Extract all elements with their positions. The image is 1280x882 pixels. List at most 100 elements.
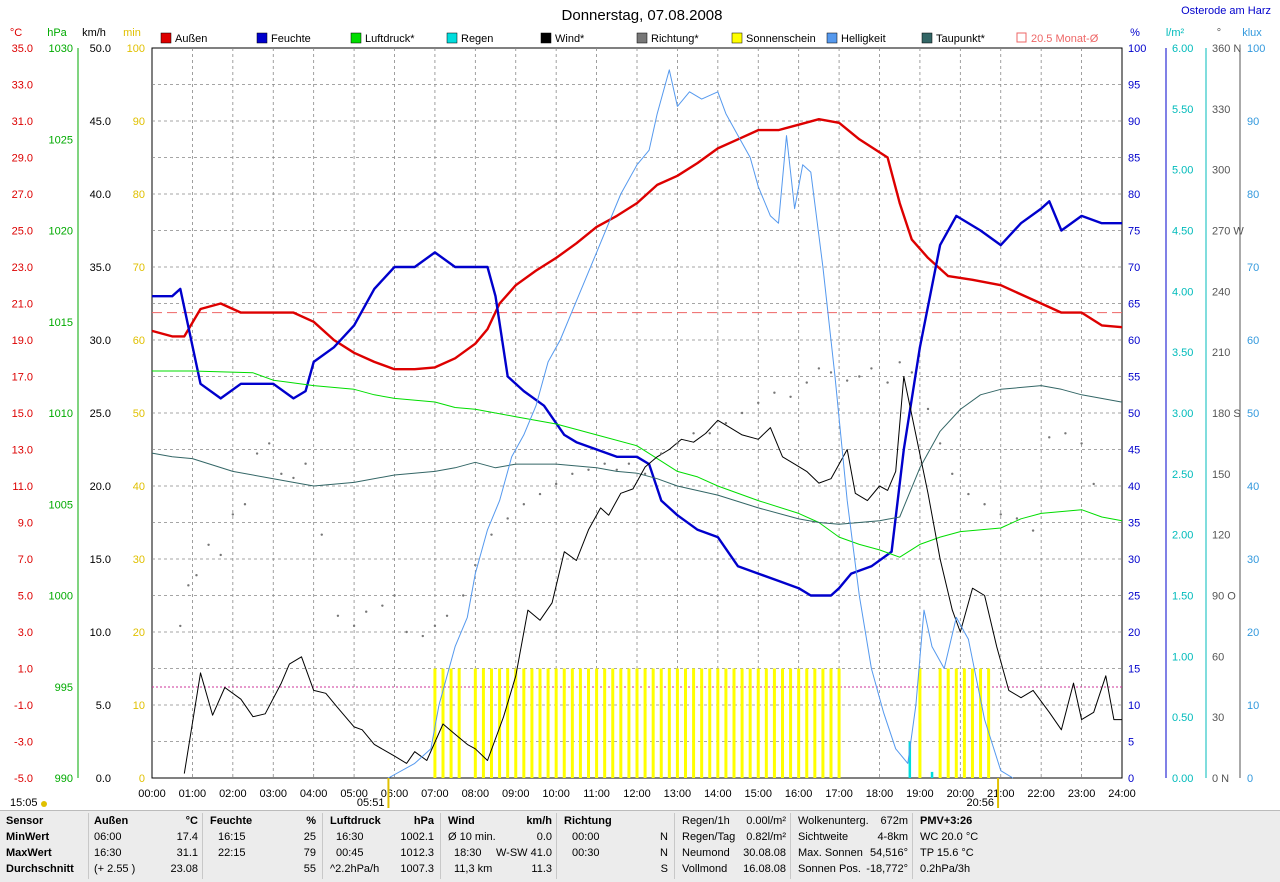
stats-pmv-column: PMV+3:26 WC 20.0 °C TP 15.6 °C 0.2hPa/3h (916, 813, 1016, 879)
stats-aussen-avg-note: (+ 2.55 ) (94, 863, 136, 875)
stats-aussen-unit: °C (185, 815, 198, 827)
y-tick-label: 60 (1212, 651, 1224, 663)
x-tick-label: 05:00 (340, 788, 368, 800)
point-mark (829, 371, 833, 374)
y-tick-label: 20.0 (90, 481, 111, 493)
y-tick-label: 30 (1128, 554, 1140, 566)
stats-wind-max-time: 18:30 (454, 847, 482, 859)
y-axis-unit: hPa (47, 27, 67, 39)
legend-swatch (350, 32, 362, 44)
point-mark (817, 367, 821, 370)
stats-luftdruck-title: Luftdruck (330, 815, 381, 827)
y-tick-label: 70 (1247, 262, 1259, 274)
x-tick-label: 03:00 (259, 788, 287, 800)
point-mark (571, 472, 574, 476)
point-mark (999, 513, 1002, 516)
stats-aussen-max-time: 16:30 (94, 847, 122, 859)
stats-wolken-label: Wolkenunterg. (798, 815, 869, 827)
y-tick-label: 10 (133, 700, 145, 712)
y-axis-unit: % (1130, 27, 1140, 39)
bar-mark (970, 668, 974, 778)
y-tick-label: 17.0 (12, 372, 33, 384)
point-mark (336, 614, 340, 617)
y-tick-label: 80 (1128, 189, 1140, 201)
bar-mark (433, 668, 437, 778)
stats-sonnenpos-label: Sonnen Pos. (798, 863, 861, 875)
bar-mark (538, 668, 542, 778)
legend-swatch (921, 32, 933, 44)
bar-mark (595, 668, 599, 778)
bar-mark (938, 668, 942, 778)
bar-mark (748, 668, 752, 778)
y-tick-label: 330 (1212, 104, 1230, 116)
y-tick-label: 90 (1247, 116, 1259, 128)
point-mark (1048, 436, 1051, 439)
point-mark (1064, 432, 1067, 435)
point-mark (381, 604, 384, 607)
point-mark (627, 462, 631, 465)
legend-swatch (1016, 32, 1027, 43)
y-tick-label: 990 (55, 773, 73, 785)
point-mark (538, 492, 542, 496)
bar-mark (732, 668, 736, 778)
point-mark (292, 476, 295, 480)
bar-mark (716, 668, 720, 778)
y-tick-label: 100 (1247, 43, 1265, 55)
y-tick-label: 80 (1247, 189, 1259, 201)
y-tick-label: 45 (1128, 445, 1140, 457)
legend-label: Sonnenschein (746, 33, 816, 45)
point-mark (757, 401, 760, 405)
y-axis-unit: °C (10, 27, 22, 39)
bar-mark (587, 668, 590, 778)
point-mark (789, 395, 792, 398)
legend-label: Richtung* (651, 33, 699, 45)
y-tick-label: 80 (133, 189, 145, 201)
bar-mark (954, 668, 958, 778)
y-tick-label: 40 (1247, 481, 1259, 493)
bar-mark (627, 668, 631, 778)
y-tick-label: 15.0 (90, 554, 111, 566)
stats-luftdruck-trend: ^2.2hPa/h (330, 863, 380, 875)
bar-mark (546, 668, 550, 778)
y-tick-label: 10 (1247, 700, 1259, 712)
point-mark (195, 574, 198, 577)
x-tick-label: 21:00 (987, 788, 1015, 800)
y-tick-label: 29.0 (12, 153, 33, 165)
stats-sichtweite-label: Sichtweite (798, 831, 849, 843)
stats-wind-avg10-label: Ø 10 min. (448, 831, 496, 843)
x-tick-label: 18:00 (866, 788, 894, 800)
y-tick-label: 270 W (1212, 226, 1244, 238)
bar-mark (603, 668, 607, 778)
stats-aussen-max-value: 31.1 (176, 847, 198, 859)
x-tick-label: 07:00 (421, 788, 449, 800)
point-mark (393, 594, 396, 597)
stats-richtung-min-dir: N (660, 831, 668, 843)
x-tick-label: 22:00 (1027, 788, 1055, 800)
stats-luftdruck-column: Luftdruck hPa 16:30 1002.1 00:45 1012.3 ^2.… (326, 813, 441, 879)
point-mark (421, 634, 424, 638)
bar-mark (659, 668, 663, 778)
y-tick-label: 35.0 (12, 43, 33, 55)
y-tick-label: -1.0 (14, 700, 33, 712)
stats-neumond-value: 30.08.08 (743, 847, 786, 859)
stats-regen-tag-value: 0.82l/m² (746, 831, 786, 843)
stats-luftdruck-unit: hPa (413, 815, 434, 827)
point-mark (268, 442, 271, 445)
stats-wind-avg-value: 11.3 (531, 863, 552, 875)
stats-neumond-label: Neumond (682, 847, 730, 859)
legend-label: Helligkeit (841, 33, 886, 45)
statistics-panel: Sensor MinWert MaxWert Durchschnitt Auße… (0, 810, 1280, 882)
y-tick-label: 2.50 (1172, 469, 1193, 481)
bar-mark (611, 668, 615, 778)
stats-wolken-value: 672m (880, 815, 908, 827)
y-tick-label: 100 (127, 43, 145, 55)
stats-pmv-value: PMV+3:26 (920, 815, 973, 827)
x-tick-label: 24:00 (1108, 788, 1136, 800)
stats-sonnenpos-value: -18,772° (866, 863, 908, 875)
stats-avg-label: Durchschnitt (6, 863, 74, 875)
stats-sensor-column: Sensor MinWert MaxWert Durchschnitt (6, 813, 89, 879)
y-tick-label: 150 (1212, 469, 1230, 481)
stats-sichtweite-value: 4-8km (877, 831, 908, 843)
point-mark (967, 492, 970, 496)
y-tick-label: 9.0 (18, 518, 33, 530)
